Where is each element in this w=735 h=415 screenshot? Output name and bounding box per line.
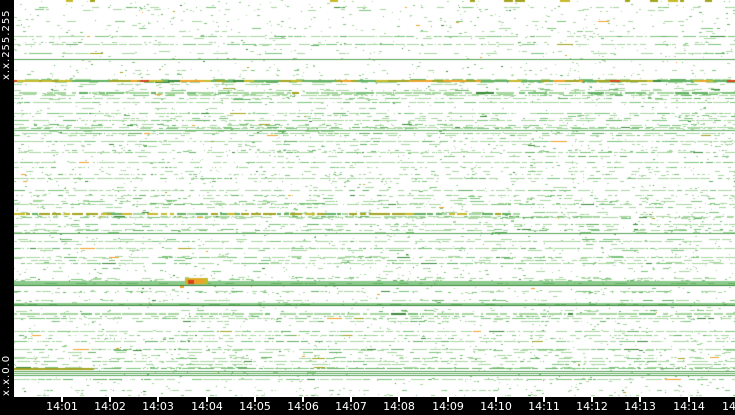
y-axis-bar: x.x.255.255 x.x.0.0 (0, 0, 14, 397)
x-tick (157, 397, 159, 402)
x-tick (206, 397, 208, 402)
x-axis-bar (0, 397, 735, 415)
y-axis-top-label: x.x.255.255 (1, 9, 12, 80)
x-tick-label: 14:10 (480, 400, 512, 413)
x-tick-label: 14:14 (673, 400, 705, 413)
x-tick (109, 397, 111, 402)
x-tick-label: 14:12 (576, 400, 608, 413)
x-tick (688, 397, 690, 402)
x-axis-edge-label: 14 (722, 400, 735, 413)
x-tick-label: 14:02 (94, 400, 126, 413)
x-tick (350, 397, 352, 402)
x-tick-label: 14:11 (528, 400, 560, 413)
x-tick (447, 397, 449, 402)
x-tick-label: 14:01 (46, 400, 78, 413)
x-tick (495, 397, 497, 402)
x-tick-label: 14:08 (383, 400, 415, 413)
x-tick (543, 397, 545, 402)
x-tick-label: 14:05 (239, 400, 271, 413)
x-tick-label: 14:13 (624, 400, 656, 413)
x-tick-label: 14:07 (335, 400, 367, 413)
x-tick (591, 397, 593, 402)
x-tick (61, 397, 63, 402)
x-tick-label: 14:06 (287, 400, 319, 413)
x-tick (398, 397, 400, 402)
x-tick (254, 397, 256, 402)
x-tick-label: 14:03 (142, 400, 174, 413)
x-tick-label: 14:09 (432, 400, 464, 413)
y-axis-bottom-label: x.x.0.0 (1, 354, 12, 396)
x-tick-label: 14:04 (191, 400, 223, 413)
x-tick (302, 397, 304, 402)
x-tick (639, 397, 641, 402)
